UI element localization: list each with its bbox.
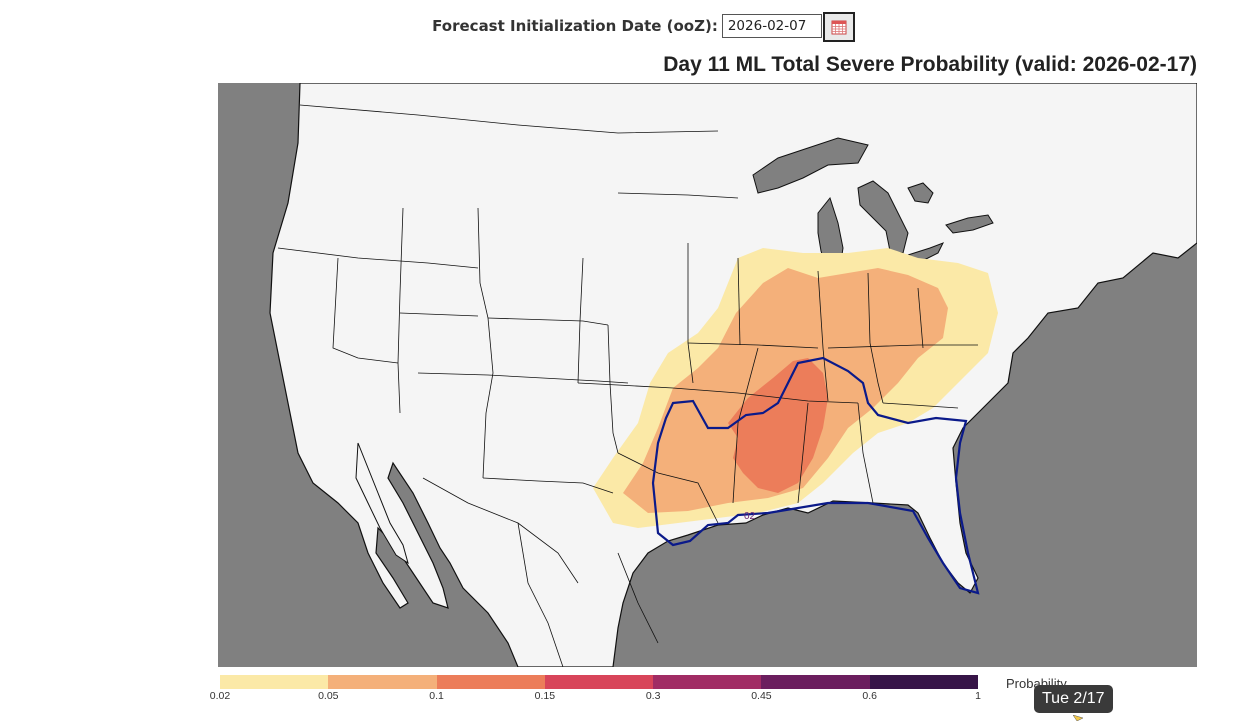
map-title: Day 11 ML Total Severe Probability (vali… [663, 53, 1197, 76]
baja-peninsula [355, 442, 409, 565]
colorbar-tick-label: 0.05 [318, 690, 339, 702]
probability-shading [593, 248, 998, 528]
calendar-icon [831, 20, 847, 35]
colorbar-segment [220, 675, 329, 689]
colorbar-segment [869, 675, 979, 689]
forecast-date-label: Forecast Initialization Date (ooZ): [432, 17, 718, 35]
date-tooltip: Tue 2/17 [1034, 685, 1113, 713]
colorbar-tick-label: 0.45 [751, 690, 772, 702]
colorbar-segment [653, 675, 762, 689]
colorbar-tick-label: 0.02 [209, 690, 231, 702]
colorbar-tick-label: 0.15 [534, 690, 556, 702]
colorbar-segment [761, 675, 871, 689]
forecast-date-bar: Forecast Initialization Date (ooZ): [0, 10, 1235, 42]
probability-map: 02 [218, 83, 1197, 667]
colorbar-tick-label: 0.6 [862, 690, 878, 702]
outline-contour-002 [651, 356, 980, 595]
colorbar-tick-label: 1 [975, 690, 981, 702]
colorbar-segment [436, 675, 546, 689]
colorbar-segment [544, 675, 654, 689]
prob-area-01 [728, 358, 828, 493]
probability-colorbar [220, 675, 979, 689]
forecast-date-input[interactable] [721, 14, 822, 38]
colorbar-tick-label: 0.1 [429, 690, 444, 702]
colorbar-segment [328, 675, 438, 689]
calendar-button[interactable] [822, 12, 855, 42]
cursor-icon [1073, 715, 1083, 721]
contour-label: 02 [744, 511, 756, 522]
colorbar-tick-label: 0.3 [645, 690, 661, 702]
state-borders [277, 104, 978, 667]
